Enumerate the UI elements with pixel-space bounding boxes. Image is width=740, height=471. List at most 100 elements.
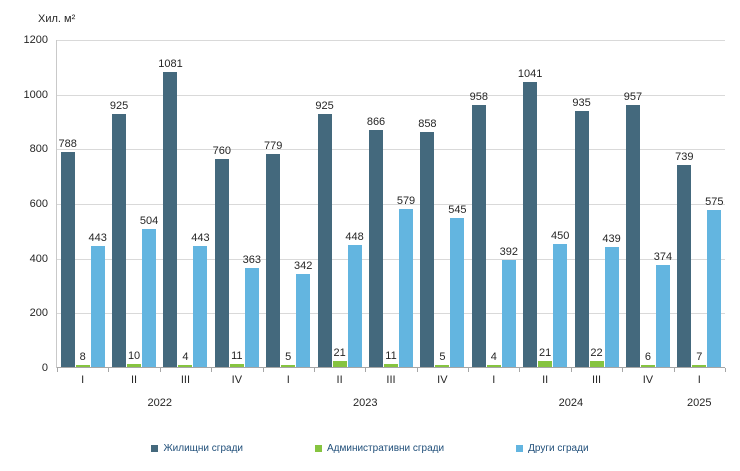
bar-value-label: 1081 (158, 58, 183, 70)
x-tick-mark (519, 368, 521, 372)
gridline (57, 313, 725, 315)
bar-value-label: 957 (623, 91, 643, 103)
x-tick-label: II (336, 374, 343, 386)
bar-series-0 (369, 130, 383, 367)
legend-swatch-icon (314, 445, 322, 452)
bar-value-label: 448 (345, 231, 364, 243)
bar-series-2 (244, 268, 259, 367)
x-tick-mark (468, 368, 470, 372)
bar-series-0 (163, 72, 178, 367)
bar-value-label: 788 (58, 138, 77, 150)
bar-value-label: 858 (418, 118, 437, 130)
y-tick-label: 200 (29, 307, 48, 320)
year-label: 2025 (687, 397, 712, 409)
bar-series-1 (75, 365, 90, 367)
bar-value-label: 363 (242, 254, 262, 266)
x-tick-mark (159, 368, 161, 372)
bar-value-label: 8 (79, 351, 86, 363)
bar-value-label: 11 (385, 350, 397, 362)
bar-series-0 (677, 165, 692, 367)
bar-series-0 (214, 159, 229, 367)
legend-swatch-icon (151, 445, 159, 452)
x-tick-label: II (542, 374, 549, 386)
bar-series-1 (692, 365, 707, 367)
bar-series-1 (281, 365, 296, 367)
bar-series-0 (574, 111, 589, 367)
bar-series-2 (655, 265, 670, 367)
bar-value-label: 5 (285, 351, 292, 363)
x-axis-line (57, 367, 725, 368)
legend-item-2: Други сгради (516, 443, 589, 454)
x-tick-mark (416, 368, 418, 372)
bar-value-label: 21 (333, 347, 346, 359)
x-tick-label: I (492, 374, 496, 386)
year-label: 2023 (353, 397, 378, 409)
bar-series-1 (486, 365, 501, 367)
bar-series-1 (384, 364, 398, 367)
bar-series-1 (127, 364, 142, 367)
bar-series-2 (450, 218, 465, 367)
plot-area: 788 8 443 925 10 504 1081 4 443 760 11 363 779 5 342 92… (56, 40, 726, 372)
gridline (57, 149, 725, 151)
x-tick-label: I (697, 374, 701, 386)
bar-value-label: 392 (499, 246, 518, 258)
x-tick-label: IV (231, 374, 243, 386)
bar-value-label: 760 (212, 145, 232, 157)
legend: Жилищни сгради Административни сгради Друг… (0, 443, 740, 454)
x-tick-label: III (180, 374, 191, 386)
bar-series-1 (589, 361, 604, 367)
bar-value-label: 925 (315, 100, 334, 112)
year-label: 2022 (147, 397, 173, 409)
bar-series-2 (707, 210, 722, 367)
bar-series-2 (604, 247, 619, 367)
y-tick-label: 600 (29, 198, 48, 210)
bar-value-label: 1041 (517, 68, 543, 80)
bar-value-label: 439 (602, 233, 621, 245)
bar-value-label: 4 (182, 351, 189, 363)
bar-value-label: 779 (264, 140, 283, 152)
y-tick-label: 400 (29, 252, 48, 265)
bar-value-label: 11 (231, 350, 243, 362)
legend-label: Други сгради (528, 443, 589, 454)
bar-series-2 (90, 246, 105, 367)
bar-series-0 (625, 105, 640, 367)
bar-value-label: 5 (439, 351, 446, 363)
bar-series-1 (435, 365, 450, 367)
x-tick-mark (313, 368, 315, 372)
legend-item-0: Жилищни сгради (151, 443, 243, 454)
x-tick-label: III (386, 374, 396, 386)
bar-series-0 (112, 114, 127, 367)
x-tick-label: IV (437, 374, 448, 386)
x-tick-mark (262, 368, 264, 372)
bar-value-label: 10 (127, 350, 141, 362)
y-tick-label: 1000 (23, 88, 48, 101)
bar-series-1 (538, 361, 553, 367)
bar-series-0 (266, 154, 281, 367)
bar-value-label: 739 (675, 151, 694, 163)
bar-value-label: 545 (448, 204, 467, 216)
bar-series-0 (523, 82, 538, 367)
bar-series-0 (60, 152, 75, 367)
bar-series-1 (229, 364, 244, 367)
x-tick-mark (57, 368, 58, 372)
x-tick-mark (673, 368, 675, 372)
bar-value-label: 450 (550, 230, 570, 242)
bar-series-2 (142, 229, 157, 367)
bar-value-label: 342 (294, 260, 313, 272)
y-axis-title: Хил. м² (38, 13, 76, 25)
bar-series-2 (193, 246, 208, 367)
y-tick-label: 800 (29, 143, 48, 156)
x-tick-label: IV (642, 374, 654, 386)
bar-series-1 (332, 361, 347, 367)
x-tick-label: III (591, 374, 602, 386)
legend-label: Жилищни сгради (163, 443, 243, 454)
bar-value-label: 22 (590, 347, 603, 359)
bar-value-label: 7 (696, 351, 703, 363)
x-tick-label: II (131, 374, 138, 386)
legend-swatch-icon (516, 445, 524, 452)
bar-value-label: 958 (469, 91, 488, 103)
bar-value-label: 443 (191, 232, 210, 244)
bar-series-1 (640, 365, 655, 367)
bar-value-label: 579 (396, 195, 416, 207)
